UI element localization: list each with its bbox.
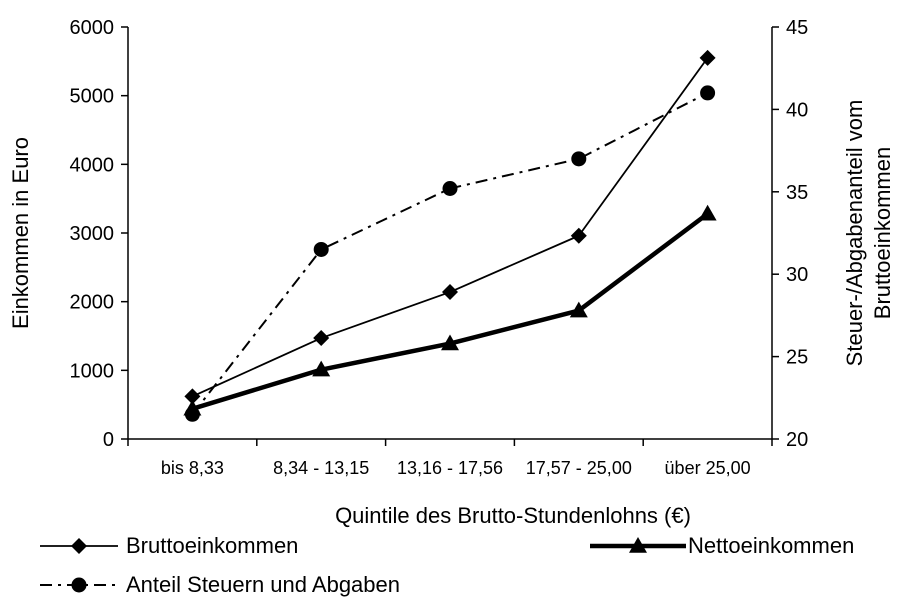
x-tick-label: 8,34 - 13,15 xyxy=(273,458,369,478)
y-tick-label-right: 35 xyxy=(786,182,808,204)
series-markers-group xyxy=(183,49,717,422)
legend-label-1: Nettoeinkommen xyxy=(688,533,854,558)
legend-marker-2 xyxy=(71,577,87,593)
x-tick-label: über 25,00 xyxy=(665,458,751,478)
series-2-point xyxy=(184,406,200,422)
y-tick-label-left: 4000 xyxy=(70,154,115,176)
legend: Bruttoeinkommen Nettoeinkommen Anteil Steu… xyxy=(40,533,854,597)
y-tick-label-right: 40 xyxy=(786,99,808,121)
y-tick-label-left: 1000 xyxy=(70,360,115,382)
series-line-1 xyxy=(191,211,709,411)
series-1-point xyxy=(698,204,717,221)
series-lines-group xyxy=(191,57,709,415)
legend-marker-1 xyxy=(629,537,647,553)
y-tick-label-left: 6000 xyxy=(70,17,115,39)
series-2-point xyxy=(571,151,587,167)
series-2-point xyxy=(313,241,329,257)
series-1-point xyxy=(441,334,459,351)
y-axis-title-right: Steuer-/Abgabenanteil vom xyxy=(842,100,867,367)
series-0-point xyxy=(313,330,330,347)
series-0-point xyxy=(184,388,201,405)
y-tick-label-right: 30 xyxy=(786,264,808,286)
y-tick-label-right: 20 xyxy=(786,429,808,451)
series-1-point xyxy=(569,301,588,318)
series-0-point xyxy=(442,284,458,301)
y-axis-title-left: Einkommen in Euro xyxy=(8,137,33,329)
y-tick-label-right: 25 xyxy=(786,347,808,369)
x-axis-title: Quintile des Brutto-Stundenlohns (€) xyxy=(335,503,691,528)
series-line-2 xyxy=(191,92,709,415)
series-0-point xyxy=(570,227,587,244)
legend-label-0: Bruttoeinkommen xyxy=(126,533,298,558)
series-0-point xyxy=(699,49,716,66)
x-tick-label: bis 8,33 xyxy=(161,458,224,478)
x-tick-label: 13,16 - 17,56 xyxy=(397,458,503,478)
y-axis-title-right: Bruttoeinkommen xyxy=(870,147,895,319)
y-tick-label-right: 45 xyxy=(786,17,808,39)
x-tick-label: 17,57 - 25,00 xyxy=(526,458,632,478)
y-tick-label-left: 5000 xyxy=(70,86,115,108)
legend-label-2: Anteil Steuern und Abgaben xyxy=(126,572,400,597)
y-tick-label-left: 2000 xyxy=(70,292,115,314)
axes-group: 0 1000 2000 3000 4000 5000 6000 20 25 30 35 40 45 bis… xyxy=(8,17,895,478)
y-tick-label-left: 0 xyxy=(103,429,114,451)
legend-marker-0 xyxy=(71,538,87,554)
series-2-point xyxy=(700,85,716,101)
y-tick-label-left: 3000 xyxy=(70,223,115,245)
series-1-point xyxy=(312,360,331,377)
series-2-point xyxy=(442,181,458,197)
